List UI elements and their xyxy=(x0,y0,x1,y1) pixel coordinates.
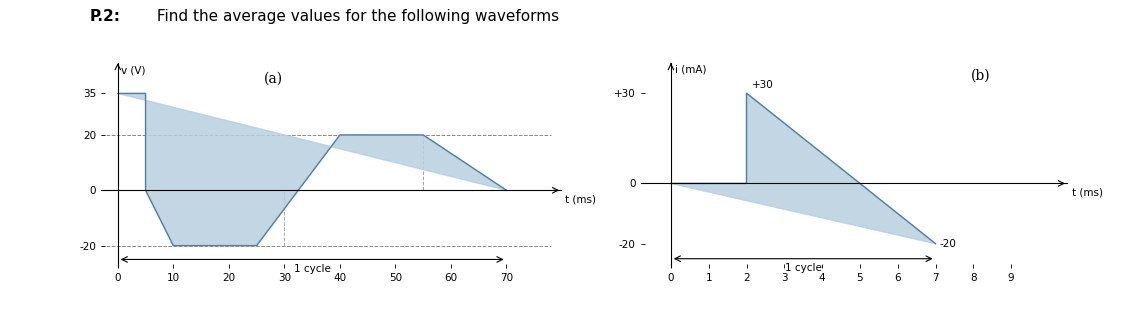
Text: v (V): v (V) xyxy=(120,66,145,76)
Polygon shape xyxy=(118,94,507,246)
Text: t (ms): t (ms) xyxy=(1071,188,1103,198)
Text: i (mA): i (mA) xyxy=(674,65,706,75)
Text: P.2:: P.2: xyxy=(90,9,121,25)
Text: t (ms): t (ms) xyxy=(564,194,596,204)
Text: 1 cycle: 1 cycle xyxy=(293,264,330,274)
Text: +30: +30 xyxy=(752,80,774,90)
Text: Find the average values for the following waveforms: Find the average values for the followin… xyxy=(152,9,559,25)
Text: (b): (b) xyxy=(971,69,990,83)
Polygon shape xyxy=(671,93,935,244)
Text: (a): (a) xyxy=(264,71,283,85)
Text: -20: -20 xyxy=(940,239,957,249)
Text: 1 cycle: 1 cycle xyxy=(785,263,822,273)
